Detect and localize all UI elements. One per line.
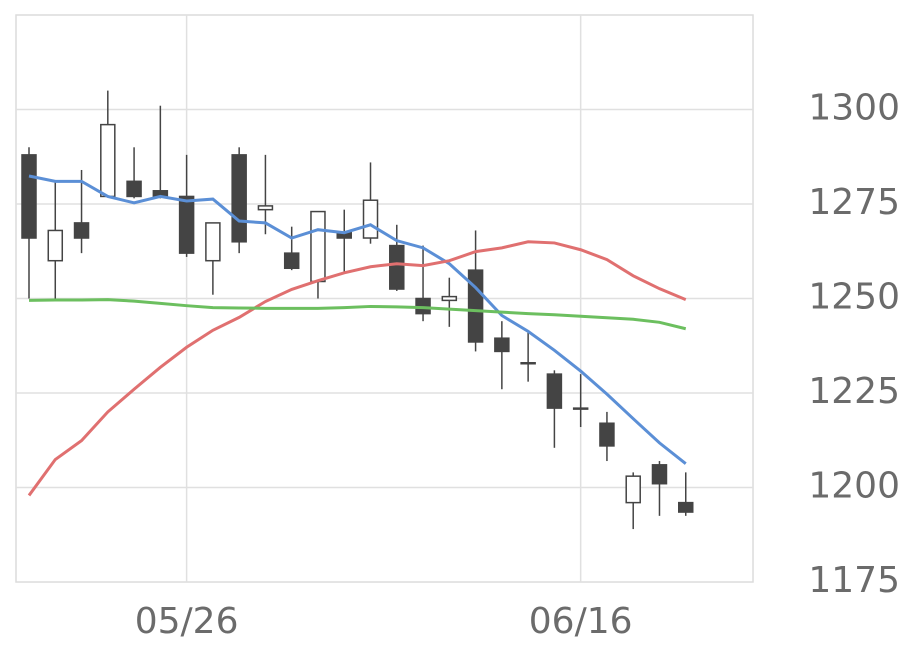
candle-body (678, 501, 694, 513)
candle-body (494, 337, 510, 353)
candle-body (572, 407, 589, 410)
y-tick-label: 1250 (808, 277, 900, 318)
candle-body (520, 362, 536, 365)
candle-body (126, 180, 142, 198)
y-tick-label: 1225 (808, 371, 900, 412)
candle-body (205, 222, 221, 262)
candle-body (100, 123, 116, 198)
y-tick-label: 1175 (808, 560, 900, 601)
candle-body (21, 154, 37, 239)
candle-body (362, 199, 379, 239)
candle-body (599, 422, 615, 447)
y-tick-label: 1200 (808, 466, 900, 507)
candle-body (651, 464, 668, 485)
moving-average-line (28, 174, 687, 465)
candle-body (73, 222, 90, 239)
moving-average-line (28, 298, 687, 331)
candle-body (389, 244, 405, 290)
candle-body (467, 269, 484, 343)
candle-body (231, 154, 247, 243)
y-tick-label: 1300 (808, 88, 900, 129)
candle-body (283, 252, 300, 270)
candle-body (441, 295, 458, 302)
candle-body (625, 475, 641, 504)
y-tick-label: 1275 (808, 182, 900, 223)
candle-body (546, 373, 563, 409)
candle-body (47, 229, 64, 262)
moving-average-line (27, 240, 687, 497)
x-tick-label: 06/16 (529, 601, 633, 642)
candle-body (257, 205, 274, 211)
candle-body (178, 195, 195, 254)
candle-body (310, 210, 326, 283)
x-tick-label: 05/26 (135, 601, 239, 642)
